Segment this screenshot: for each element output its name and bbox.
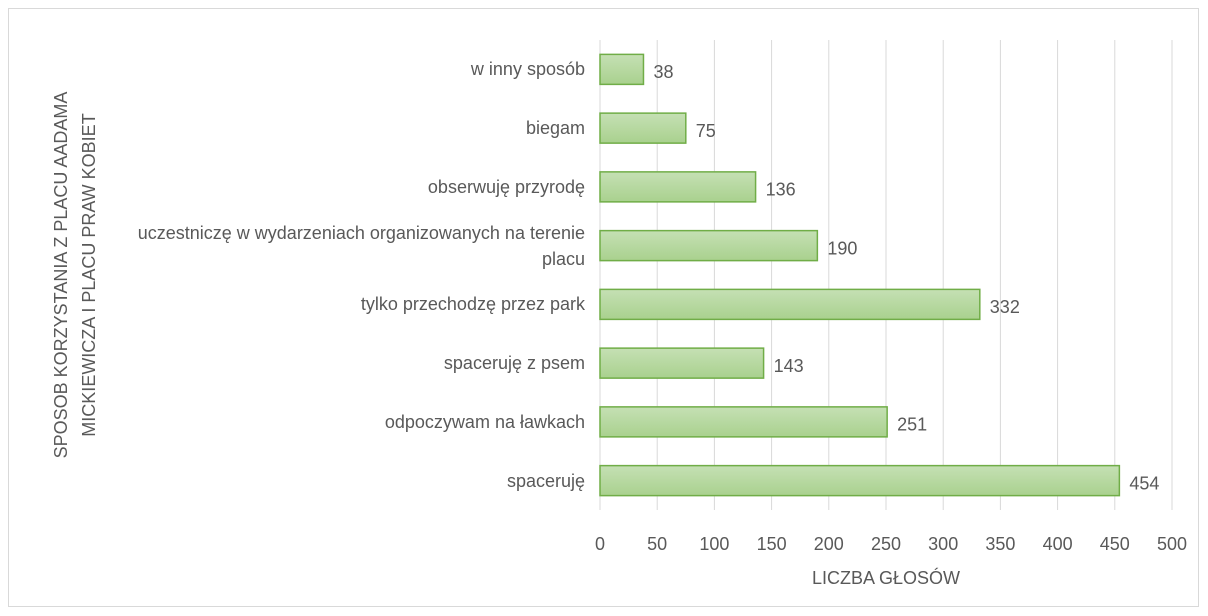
x-tick-label: 250 — [871, 534, 901, 554]
x-tick-label: 150 — [757, 534, 787, 554]
bar — [599, 347, 765, 379]
y-tick-label: spaceruję z psem — [443, 353, 585, 374]
bar — [599, 288, 981, 321]
x-tick-label: 350 — [985, 534, 1015, 554]
y-tick-label: tylko przechodzę przez park — [360, 294, 585, 315]
x-axis-label: LICZBA GŁOSÓW — [812, 567, 960, 588]
bar — [599, 229, 819, 262]
bar — [599, 112, 687, 144]
y-tick-label: biegam — [525, 118, 585, 139]
y-tick-label: uczestniczę w wydarzeniach organizowanyc… — [137, 222, 585, 269]
data-label: 251 — [897, 415, 927, 435]
y-axis-label: SPOSOB KORZYSTANIA Z PLACU AADAMA — [51, 92, 71, 459]
x-tick-label: 400 — [1043, 534, 1073, 554]
bar — [599, 464, 1121, 497]
x-tick-label: 450 — [1100, 534, 1130, 554]
y-tick-label: obserwuję przyrodę — [427, 176, 585, 197]
data-label: 143 — [774, 356, 804, 376]
x-tick-label: 500 — [1157, 534, 1187, 554]
data-label: 136 — [766, 180, 796, 200]
data-label: 332 — [990, 297, 1020, 317]
x-tick-label: 50 — [647, 534, 667, 554]
y-tick-label: w inny sposób — [470, 59, 585, 80]
data-label: 38 — [653, 62, 673, 82]
x-tick-label: 200 — [814, 534, 844, 554]
data-label: 75 — [696, 121, 716, 141]
data-label: 190 — [827, 238, 857, 258]
bar — [599, 406, 888, 438]
x-tick-label: 300 — [928, 534, 958, 554]
data-label: 454 — [1129, 473, 1159, 493]
x-tick-label: 100 — [699, 534, 729, 554]
y-axis-label: MICKIEWICZA I PLACU PRAW KOBIET — [79, 113, 99, 436]
y-tick-label: spaceruję — [506, 470, 585, 491]
x-tick-label: 0 — [595, 534, 605, 554]
y-tick-label: odpoczywam na ławkach — [384, 411, 585, 432]
bar — [599, 53, 645, 86]
bar — [599, 171, 757, 203]
